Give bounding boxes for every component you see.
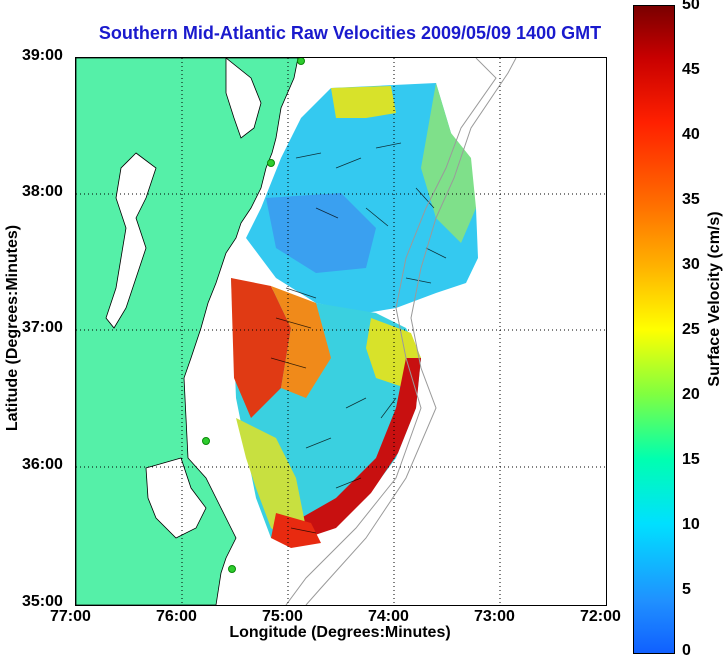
y-tick-label: 38:00 (22, 183, 63, 200)
x-tick-label: 73:00 (474, 608, 515, 625)
map-plot-area[interactable] (75, 57, 607, 606)
x-tick-label: 76:00 (156, 608, 197, 625)
y-axis-label: Latitude (Degrees:Minutes) (4, 224, 21, 432)
delaware-bay (225, 58, 262, 139)
radar-station-marker (297, 58, 305, 65)
y-tick-label: 37:00 (22, 319, 63, 336)
velocity-field-west-red (231, 278, 291, 418)
x-tick-label: 72:00 (580, 608, 621, 625)
colorbar-tick-label: 30 (682, 256, 700, 273)
velocity-field-east-red-strip (301, 358, 421, 538)
radar-station-marker (267, 159, 275, 167)
pamlico-sound (145, 457, 207, 539)
colorbar-tick-label: 35 (682, 191, 700, 208)
colorbar-tick-label: 0 (682, 642, 691, 659)
colorbar-tick-label: 10 (682, 516, 700, 533)
velocity-field-southwest (236, 418, 306, 538)
colorbar-tick-label: 50 (682, 0, 700, 13)
x-tick-label: 75:00 (262, 608, 303, 625)
y-tick-label: 39:00 (22, 47, 63, 64)
velocity-field (231, 83, 478, 548)
radar-station-marker (228, 565, 236, 573)
x-axis-label: Longitude (Degrees:Minutes) (229, 624, 451, 641)
y-tick-label: 36:00 (22, 456, 63, 473)
map-title: Southern Mid-Atlantic Raw Velocities 200… (98, 23, 602, 43)
y-tick-label: 35:00 (22, 593, 63, 610)
colorbar-label: Surface Velocity (cm/s) (706, 211, 723, 387)
colorbar-tick-label: 15 (682, 451, 700, 468)
colorbar-tick-label: 20 (682, 386, 700, 403)
colorbar (633, 5, 675, 654)
velocity-field-south-tip (271, 513, 321, 548)
x-tick-label: 74:00 (368, 608, 409, 625)
radar-stations (202, 58, 305, 573)
map-canvas (76, 58, 606, 605)
colorbar-tick-label: 25 (682, 321, 700, 338)
colorbar-tick-label: 40 (682, 126, 700, 143)
velocity-field-east-green (421, 83, 476, 243)
velocity-field-blue-core (266, 193, 376, 273)
bathymetry-contours (285, 58, 517, 605)
chesapeake-bay (105, 152, 157, 329)
lat-lon-grid (76, 58, 606, 605)
colorbar-tick-label: 45 (682, 61, 700, 78)
radar-station-marker (202, 437, 210, 445)
velocity-field-top-yellow (331, 86, 396, 118)
velocity-vectors (270, 142, 447, 534)
x-tick-label: 77:00 (50, 608, 91, 625)
velocity-field-west-orange (271, 286, 331, 398)
colorbar-tick-label: 5 (682, 581, 691, 598)
